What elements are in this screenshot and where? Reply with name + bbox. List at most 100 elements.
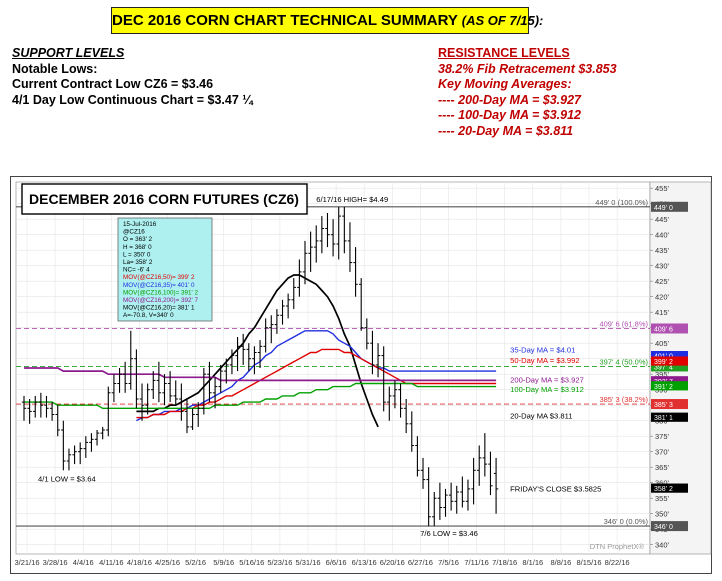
x-tick-label: 8/22/16 [605,558,630,567]
ohlc-bar [392,380,398,409]
resistance-heading: RESISTANCE LEVELS [438,46,570,60]
ohlc-bar [291,278,296,310]
y-tick-label: 375' [655,432,670,441]
ohlc-bar [224,358,229,384]
moving-average-line [24,367,497,382]
chart-title-border [21,183,308,215]
ohlc-bar [465,479,471,511]
ohlc-bar [66,448,72,471]
chart-annotation: 50-Day MA = $3.992 [510,356,579,365]
fib-level-label: 397' 4 (50.0%) [599,357,648,366]
support-line: 4/1 Day Low Continuous Chart = $3.47 ¼ [12,92,253,107]
chart-title-box: DECEMBER 2016 CORN FUTURES (CZ6) [21,183,308,215]
ohlc-bar [460,476,465,508]
ohlc-bar [375,343,381,378]
ohlc-bar [325,213,330,248]
ohlc-bar [27,399,32,424]
ohlc-bar [246,343,251,372]
ohlc-bar [437,482,443,520]
ohlc-bar [128,330,133,390]
x-tick-label: 6/13/16 [352,558,377,567]
fib-level-label: 385' 3 (38.2%) [599,395,648,404]
x-tick-label: 4/25/16 [155,558,180,567]
chart-annotation: 7/6 LOW = $3.46 [420,529,478,538]
y-tick-label: 370' [655,448,670,457]
x-tick-label: 5/31/16 [295,558,320,567]
info-box-line: MOV(@CZ16,200)= 392' 7 [123,297,198,304]
ohlc-bar [443,488,448,517]
support-line: Current Contract Low CZ6 = $3.46 [12,77,214,91]
ohlc-bar [257,340,263,368]
chart-annotation: 200-Day MA = $3.927 [510,375,584,384]
ohlc-bar [448,482,454,511]
resistance-line: Key Moving Averages: [438,77,572,91]
moving-average-line [24,382,497,410]
ohlc-bar [353,247,358,297]
x-tick-label: 8/8/16 [550,558,571,567]
y-tick-label: 455' [655,184,670,193]
x-tick-label: 6/27/16 [408,558,433,567]
y-tick-label: 340' [655,541,670,550]
ohlc-bar [179,383,184,421]
x-tick-label: 8/15/16 [576,558,601,567]
ohlc-bar [493,457,499,514]
y-tick-label: 405' [655,339,670,348]
fib-level-tag [651,323,688,334]
ohlc-bar [201,368,207,415]
fib-level-tag [651,399,688,410]
y-tick-label: 415' [655,308,670,317]
ohlc-bar [94,430,100,446]
price-tag-text: 391' 2 [654,384,673,391]
ohlc-bar [122,361,128,393]
watermark: DTN ProphetX® [590,542,645,551]
ohlc-bar [454,485,459,514]
x-tick-label: 7/18/16 [492,558,517,567]
price-tag-text: 381' 1 [654,415,673,422]
ohlc-bar [44,395,49,418]
ohlc-bar [235,337,240,372]
price-tag [651,351,688,361]
ohlc-bar [21,395,27,421]
chart-annotation: 6/17/16 HIGH= $4.49 [316,195,388,204]
info-box-line: MOV(@CZ16,100)= 391' 2 [123,289,198,296]
ohlc-bar [117,368,122,393]
ohlc-bar [78,442,83,465]
ohlc-bar [330,219,336,257]
x-tick-label: 7/11/16 [464,558,488,567]
fib-level-tag-text: 449' 0 [654,205,673,212]
info-box-bg [117,217,213,322]
y-tick-label: 445' [655,215,670,224]
x-tick-label: 5/16/16 [239,558,264,567]
y-tick-label: 355' [655,494,670,503]
moving-average-line [136,330,497,422]
ohlc-bar [156,361,162,403]
ohlc-bar [387,386,392,421]
fib-level-tag-text: 385' 3 [654,402,673,409]
ohlc-bar [61,420,66,471]
info-box-line: L = 350' 0 [123,251,151,258]
resistance-line: ---- 100-Day MA = $3.912 [438,108,581,122]
ohlc-bar [370,330,375,375]
ohlc-bar [33,395,38,418]
ohlc-bar [274,309,280,334]
info-box-line: MOV(@CZ16,35)= 401' 0 [123,282,195,289]
chart-frame [10,176,712,574]
chart-annotation: 35-Day MA = $4.01 [510,346,575,355]
info-box-line: H = 368' 0 [123,244,152,251]
info-box-line: O = 363' 2 [123,236,153,243]
ohlc-bar [218,364,223,393]
fib-level-tag-text: 397' 4 [654,364,673,371]
y-tick-label: 435' [655,246,670,255]
summary-title-text: DEC 2016 CORN CHART TECHNICAL SUMMARY [112,12,462,29]
price-tag-text: 399' 2 [654,359,673,366]
ohlc-bar [134,349,139,409]
ohlc-bar [38,392,44,418]
x-tick-label: 4/4/16 [73,558,94,567]
ohlc-bar [139,383,145,421]
ohlc-bar [111,374,117,403]
support-heading: SUPPORT LEVELS [12,46,125,60]
ohlc-bar [319,216,325,254]
info-box-line: A=-70.8, V=340' 0 [123,312,174,319]
corn-futures-chart: 340'345'350'355'360'365'370'375'380'385'… [14,181,712,567]
